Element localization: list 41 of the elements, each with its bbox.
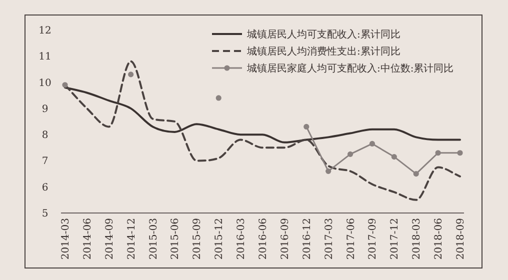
x-tick-label: 2017-06 <box>346 218 357 260</box>
y-tick-label: 10 <box>38 78 52 89</box>
x-tick-label: 2018-06 <box>434 218 445 260</box>
x-tick-label: 2015-09 <box>192 218 204 260</box>
legend-label: 城镇居民家庭人均可支配收入:中位数:累计同比 <box>246 62 454 74</box>
y-tick-label: 11 <box>38 52 52 63</box>
point <box>413 170 419 177</box>
x-tick-label: 2015-03 <box>148 218 160 260</box>
x-tick-label: 2018-03 <box>412 218 423 260</box>
x-tick-label: 2017-09 <box>368 218 379 260</box>
y-tick-label: 7 <box>42 156 48 168</box>
point <box>391 154 397 160</box>
x-tick-label: 2016-03 <box>236 218 248 260</box>
point <box>369 140 376 147</box>
x-tick-label: 2017-03 <box>324 218 335 260</box>
point <box>326 168 332 174</box>
x-tick-label: 2016-09 <box>280 218 291 260</box>
y-tick-label: 6 <box>42 182 48 194</box>
x-tick-label: 2017-12 <box>390 218 401 260</box>
x-tick-label: 2015-12 <box>214 218 226 260</box>
x-tick-label: 2016-06 <box>258 218 269 260</box>
point <box>435 150 441 156</box>
x-tick-label: 2014-12 <box>126 218 138 260</box>
x-tick-label: 2015-06 <box>170 218 182 260</box>
point <box>347 151 354 157</box>
y-tick-label: 12 <box>38 26 52 36</box>
point <box>128 72 134 78</box>
x-tick-label: 2018-09 <box>456 218 466 260</box>
x-tick-label: 2014-09 <box>104 218 116 260</box>
y-tick-label: 8 <box>42 130 48 142</box>
x-tick-label: 2014-03 <box>60 218 72 260</box>
legend-label: 城镇居民人均可支配收入:累计同比 <box>246 28 400 40</box>
y-tick-label: 9 <box>42 104 48 115</box>
x-tick-label: 2014-06 <box>82 218 94 260</box>
point <box>216 95 222 101</box>
legend-label: 城镇居民人均消费性支出:累计同比 <box>246 46 400 58</box>
y-tick-label: 5 <box>42 208 48 220</box>
point <box>457 150 463 156</box>
x-tick-label: 2016-12 <box>302 218 313 260</box>
point <box>304 124 310 130</box>
point <box>62 82 68 88</box>
